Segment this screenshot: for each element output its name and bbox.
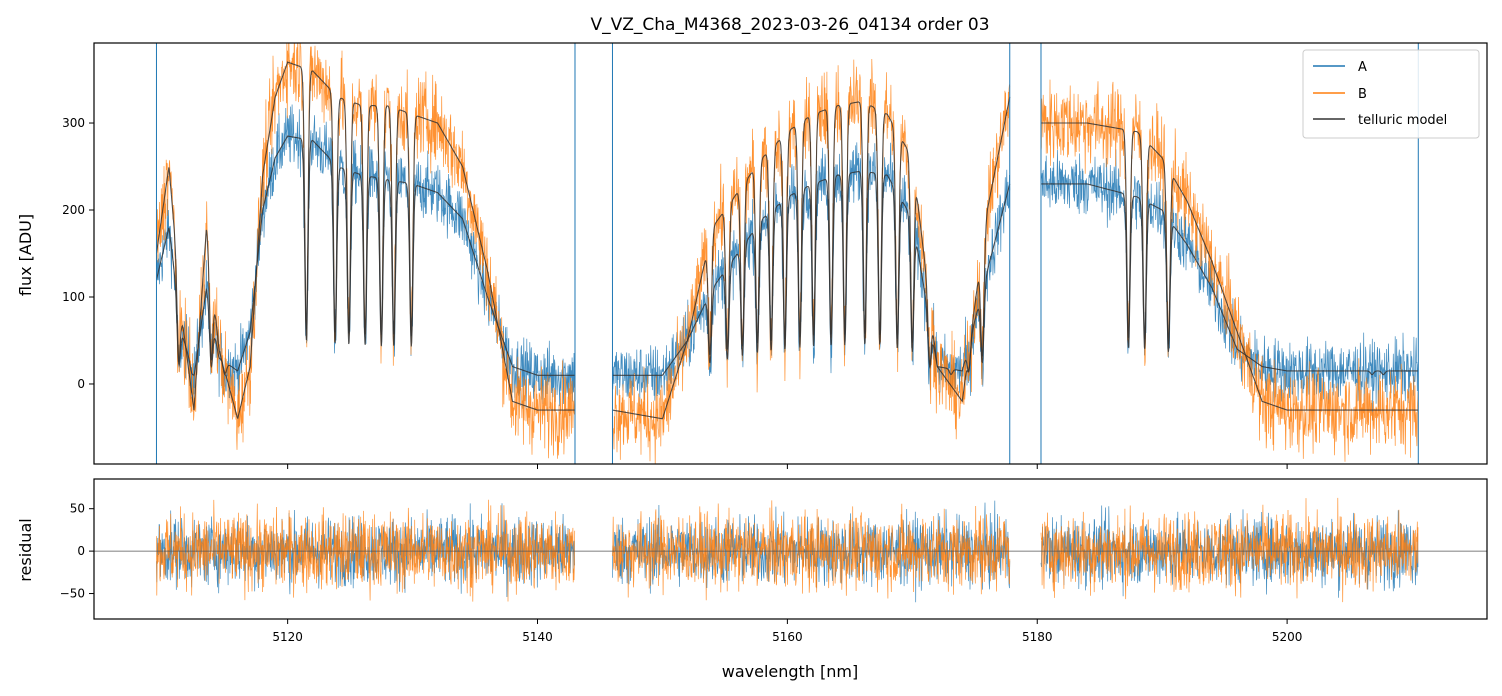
flux-axes-frame [93,42,1488,465]
legend-label-telluric: telluric model [1358,113,1447,128]
chart-title: V_VZ_Cha_M4368_2023-03-26_04134 order 03 [590,15,989,35]
legend: A B telluric model [1302,49,1480,139]
x-tick-label-5200: 5200 [1272,630,1303,644]
telluric-model-b-segment-2 [612,96,1011,420]
flux-series-a-segment-3 [1040,149,1419,421]
residual-plot-area [94,497,1487,603]
flux-x-ticks [287,464,1288,469]
x-tick-label-5160: 5160 [772,630,803,644]
residual-axes-frame [93,478,1488,620]
legend-label-a: A [1358,60,1367,75]
x-axis-label: wavelength [nm] [722,662,859,681]
telluric-model-b-segment-1 [155,61,575,420]
flux-y-axis-label: flux [ADU] [16,214,35,296]
flux-y-ticks: 0 100 200 300 [62,116,94,391]
telluric-model-b-segment-3 [1041,122,1418,411]
telluric-model-a-segment-3 [1041,183,1418,376]
residual-y-tick-label-50: 50 [70,502,85,516]
flux-y-tick-label-300: 300 [62,116,85,130]
residual-y-tick-label--50: −50 [60,587,85,601]
residual-y-tick-label-0: 0 [77,544,85,558]
flux-plot-area [155,43,1419,464]
residual-series-b-segment-3 [1040,497,1419,603]
flux-series-b-segment-2 [612,58,1011,464]
flux-y-tick-label-200: 200 [62,203,85,217]
telluric-model-a-segment-1 [155,135,575,377]
flux-y-tick-label-0: 0 [77,377,85,391]
legend-frame [1302,49,1480,139]
x-tick-label-5140: 5140 [522,630,553,644]
legend-label-b: B [1358,87,1367,102]
x-tick-label-5120: 5120 [272,630,303,644]
flux-y-tick-label-100: 100 [62,290,85,304]
residual-series-b-segment-1 [156,499,576,602]
flux-panel: 0 100 200 300 flux [ADU] A B telluric model [16,42,1488,469]
residual-panel: −50 0 50 5120 5140 5160 5180 5200 residual wav… [16,478,1488,681]
residual-series-b-segment-2 [612,500,1011,601]
residual-x-ticks: 5120 5140 5160 5180 5200 [272,619,1302,644]
x-tick-label-5180: 5180 [1022,630,1053,644]
telluric-model-a-segment-2 [612,171,1011,376]
residual-y-ticks: −50 0 50 [60,502,94,601]
residual-y-axis-label: residual [16,518,35,581]
